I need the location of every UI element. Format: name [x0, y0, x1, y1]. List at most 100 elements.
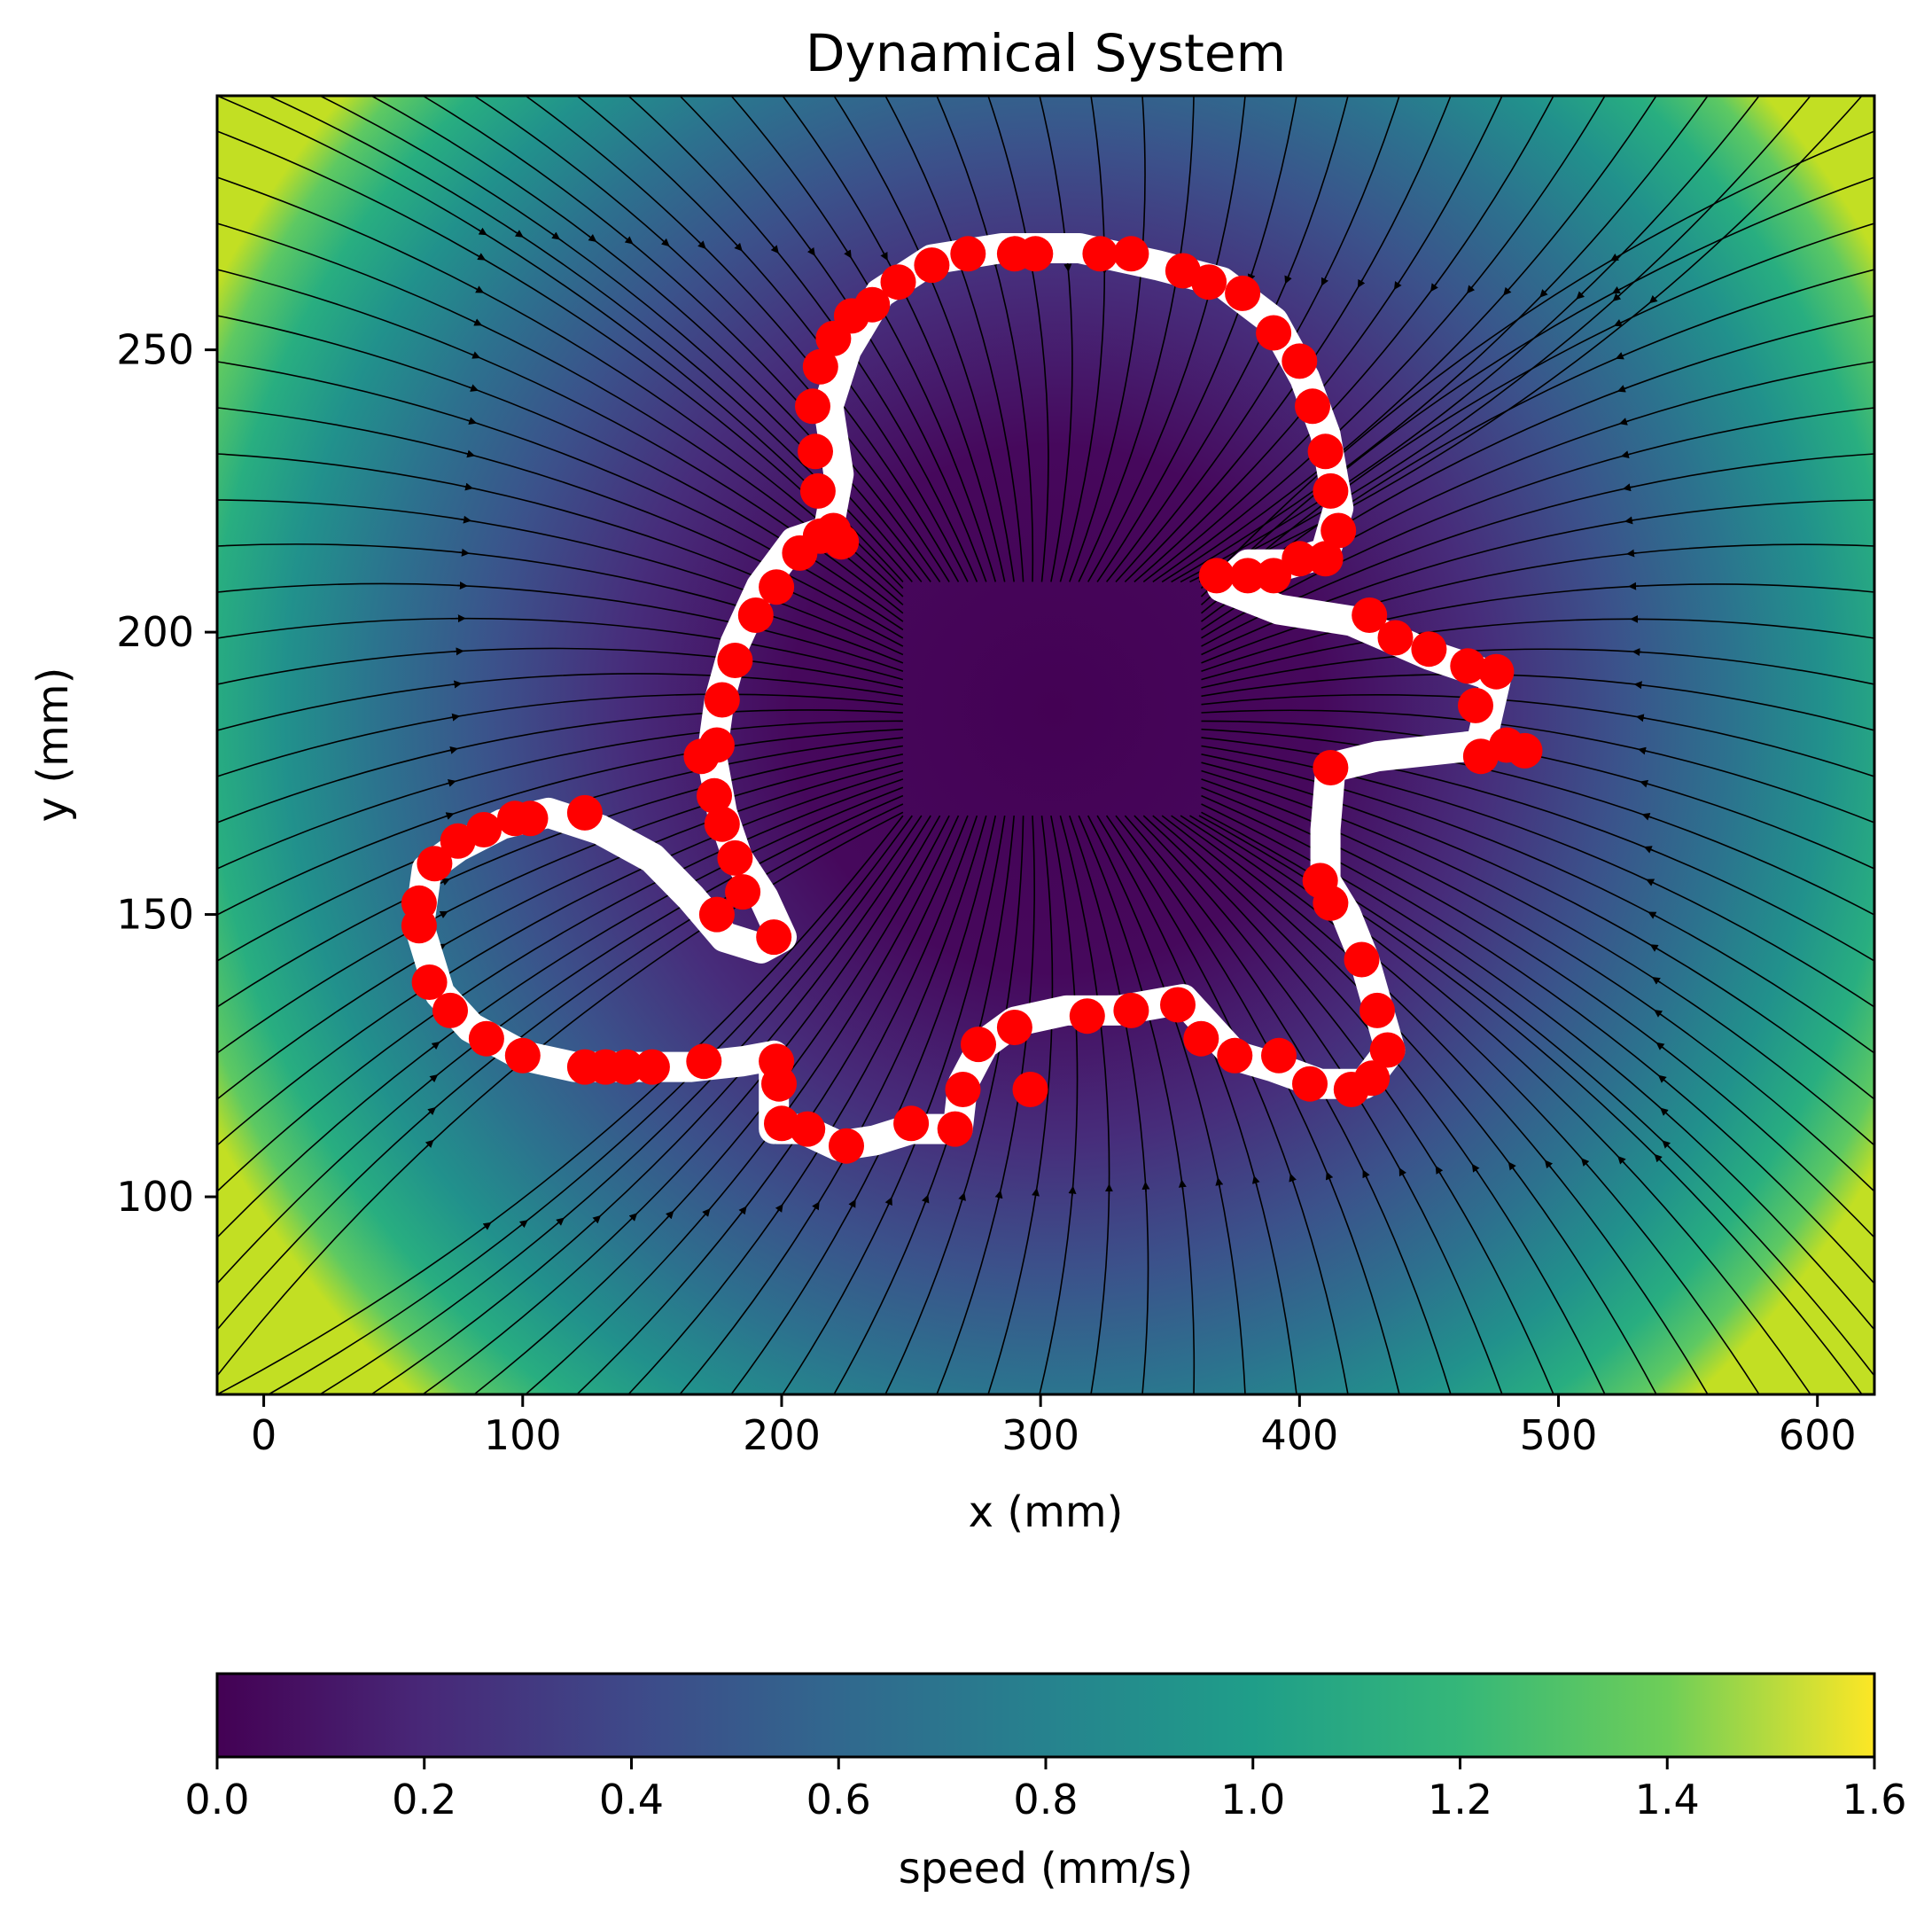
streamline — [936, 816, 1035, 1394]
streamline-arrow — [1435, 1165, 1444, 1175]
streamline — [1201, 769, 1874, 1146]
demonstration-point — [798, 433, 833, 470]
colorbar: 0.0 0.2 0.4 0.6 0.8 1.0 1.2 1.4 1.6 speed (mm/s) — [184, 1672, 1907, 1893]
streamline-arrow — [702, 1208, 711, 1217]
streamline — [1105, 815, 1349, 1394]
streamline-arrow — [958, 1191, 966, 1203]
streamline-arrow — [1320, 276, 1329, 286]
streamline — [833, 96, 1015, 582]
demonstration-point — [698, 727, 735, 763]
streamline-arrow — [588, 233, 597, 242]
demonstration-point — [432, 992, 468, 1028]
streamline-arrow — [446, 779, 456, 787]
streamline — [627, 96, 978, 582]
streamline-arrow — [1032, 1188, 1040, 1199]
demonstration-point — [1217, 1037, 1253, 1074]
x-axis-label: x (mm) — [969, 1487, 1124, 1537]
streamline — [1161, 96, 1657, 583]
demonstration-point — [795, 388, 830, 425]
y-tick-label: 100 — [116, 1173, 194, 1221]
streamline-arrow — [921, 1194, 930, 1205]
streamline-arrow — [1507, 1161, 1516, 1171]
streamline-arrow — [1362, 1169, 1370, 1180]
streamline — [217, 673, 904, 731]
streamline — [679, 815, 987, 1394]
streamline-arrow — [514, 230, 524, 238]
demonstration-point — [1478, 653, 1515, 690]
streamline-arrow — [1467, 285, 1476, 294]
colorbar-tick-label: 1.0 — [1220, 1776, 1285, 1823]
streamline — [1115, 815, 1400, 1394]
colorbar-label: speed (mm/s) — [899, 1844, 1193, 1893]
streamline — [1200, 176, 1874, 597]
streamline — [1201, 543, 1874, 664]
demonstration-point — [829, 1128, 864, 1164]
streamline — [217, 543, 904, 664]
streamline — [217, 761, 904, 1100]
streamline — [217, 693, 903, 777]
streamline — [473, 96, 950, 582]
streamline-arrow — [884, 1197, 892, 1206]
demonstration-point — [468, 1020, 504, 1057]
streamline-arrow — [994, 1190, 1003, 1200]
streamline-arrow — [1612, 293, 1622, 301]
streamline — [782, 96, 1006, 582]
streamline-arrow — [1651, 977, 1662, 985]
streamline — [1096, 815, 1297, 1394]
demonstration-point — [802, 348, 838, 385]
y-axis-ticks: 100 150 200 250 — [116, 326, 217, 1221]
streamline-arrow — [844, 249, 852, 259]
streamline — [217, 728, 903, 916]
demonstration-point — [698, 896, 735, 933]
streamline-arrow — [461, 515, 472, 524]
streamline-arrow — [474, 285, 485, 293]
streamline — [1201, 709, 1874, 824]
streamline-arrow — [1325, 1171, 1334, 1182]
streamline-arrow — [697, 240, 706, 249]
demonstration-point — [1333, 1072, 1369, 1107]
demonstration-point — [1377, 620, 1414, 656]
streamline-arrow — [1643, 846, 1654, 854]
x-tick-label: 300 — [1001, 1411, 1079, 1459]
streamline — [1039, 815, 1079, 1394]
streamline — [1201, 720, 1874, 870]
streamline-arrow — [1646, 878, 1655, 886]
streamline — [473, 815, 950, 1394]
demonstration-point — [996, 1010, 1032, 1045]
demonstration-point — [880, 264, 916, 301]
streamline-arrow — [466, 417, 478, 426]
y-tick-label: 200 — [116, 608, 194, 656]
streamline — [217, 815, 904, 1394]
streamline-arrow — [734, 242, 743, 252]
streamline — [1201, 745, 1874, 1008]
streamline-arrow — [624, 236, 634, 245]
streamline — [1201, 693, 1874, 777]
streamline-arrow — [1398, 1167, 1406, 1177]
streamline-arrow — [1471, 1163, 1480, 1173]
demonstration-point — [1307, 541, 1344, 577]
streamline — [884, 816, 1024, 1394]
streamline — [422, 96, 941, 582]
streamline-arrow — [1289, 1173, 1297, 1183]
streamline — [422, 815, 941, 1394]
demonstration-point — [1313, 885, 1349, 921]
demonstration-point — [1313, 472, 1349, 509]
demonstration-point — [759, 1043, 795, 1080]
streamline-arrow — [1576, 291, 1585, 300]
streamline — [1039, 96, 1073, 582]
streamline-arrow — [1662, 1140, 1671, 1149]
demonstration-point — [937, 1111, 973, 1147]
streamline-arrow — [1609, 253, 1620, 262]
streamline — [319, 815, 923, 1394]
y-axis-label: y (mm) — [28, 668, 78, 823]
streamline — [1189, 815, 1811, 1394]
streamline-arrow — [628, 1213, 638, 1222]
streamline — [1152, 815, 1606, 1394]
demonstration-point — [1295, 388, 1330, 425]
streamline — [217, 407, 904, 639]
streamline-arrow — [848, 1199, 856, 1209]
streamline-arrow — [1613, 319, 1624, 327]
demonstration-point — [1261, 1037, 1297, 1074]
demonstration-point — [790, 1111, 826, 1147]
demonstration-point — [1352, 597, 1388, 633]
